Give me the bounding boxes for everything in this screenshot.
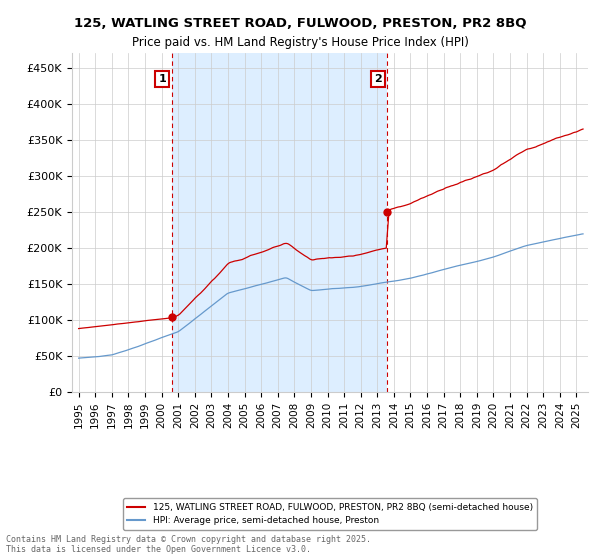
Text: 2: 2 — [374, 74, 382, 84]
Text: Price paid vs. HM Land Registry's House Price Index (HPI): Price paid vs. HM Land Registry's House … — [131, 36, 469, 49]
Text: Contains HM Land Registry data © Crown copyright and database right 2025.
This d: Contains HM Land Registry data © Crown c… — [6, 535, 371, 554]
Legend: 125, WATLING STREET ROAD, FULWOOD, PRESTON, PR2 8BQ (semi-detached house), HPI: : 125, WATLING STREET ROAD, FULWOOD, PREST… — [123, 498, 537, 530]
Bar — [172, 53, 387, 392]
Text: 1: 1 — [158, 74, 166, 84]
Text: 125, WATLING STREET ROAD, FULWOOD, PRESTON, PR2 8BQ: 125, WATLING STREET ROAD, FULWOOD, PREST… — [74, 17, 526, 30]
